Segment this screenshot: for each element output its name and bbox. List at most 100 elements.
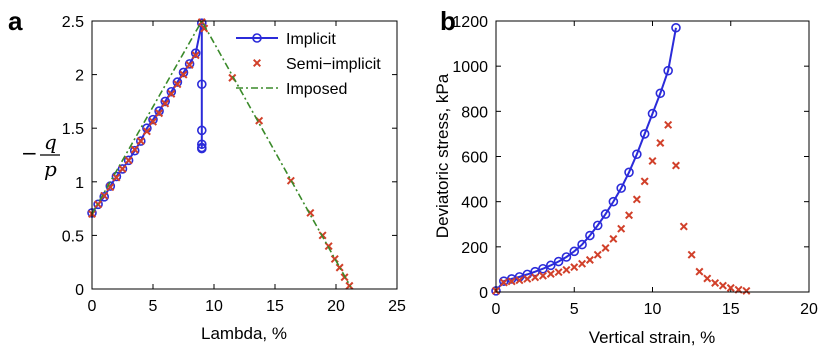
panel-b-xtick-label: 20 — [800, 301, 818, 318]
panel-b-series-semi-implicit-point — [617, 224, 626, 233]
panel-b-ytick-label: 1000 — [452, 59, 488, 76]
panel-a-series-implicit-point — [123, 155, 134, 166]
panel-b-series-semi-implicit-point — [679, 222, 688, 231]
panel-b-series-implicit-point — [671, 22, 681, 33]
panel-b-series-implicit-point — [569, 246, 580, 257]
panel-b-series-semi-implicit-point — [538, 271, 547, 280]
panel-a-series-implicit-point — [184, 59, 195, 69]
panel-a-xtick-label: 20 — [327, 298, 345, 315]
panel-a-series-implicit-point — [148, 114, 158, 125]
panel-a-xtick-label: 10 — [205, 298, 223, 315]
panel-b-series-semi-implicit-point — [515, 276, 524, 285]
panel-b-series-implicit-point — [577, 239, 587, 250]
panel-a-legend: Implicit Semi−implicit Imposed — [236, 31, 381, 98]
panel-a-ytick-label: 0 — [75, 282, 84, 299]
panel-a-series — [87, 18, 354, 290]
panel-b-series-semi-implicit-point — [554, 268, 563, 277]
panel-b-series-semi-implicit-point — [648, 157, 657, 166]
panel-b-series-semi-implicit-point — [718, 281, 727, 290]
panel-a-series-implicit-point — [129, 145, 140, 156]
panel-a-series-implicit-point — [166, 86, 177, 97]
panel-b-ytick-label: 600 — [461, 150, 488, 167]
panel-a-series-semi-implicit-point — [185, 60, 194, 69]
panel-a-series-semi-implicit-point — [142, 127, 151, 136]
panel-b-ytick-label: 800 — [461, 104, 488, 121]
panel-a-series-implicit-point — [178, 67, 189, 78]
panel-a-series-semi-implicit-point — [130, 145, 139, 154]
panel-b-series-implicit-point — [663, 65, 673, 76]
panel-a-series-semi-implicit-point — [161, 99, 170, 108]
panel-b-xtick-label: 5 — [570, 301, 579, 318]
panel-b-ytick-label: 1200 — [452, 14, 488, 31]
panel-a-series-imposed-line — [91, 19, 352, 288]
panel-a-series-semi-implicit-point — [191, 51, 200, 60]
panel-b-series-implicit-line — [495, 27, 677, 292]
panel-b-series-implicit-point — [530, 266, 540, 277]
panel-a-plot-frame — [91, 20, 398, 290]
panel-b-series-semi-implicit-point — [703, 274, 712, 283]
panel-b-series-implicit-point — [585, 230, 595, 241]
panel-a-series-semi-implicit-point — [148, 117, 158, 126]
panel-b-xtick-label: 0 — [492, 301, 501, 318]
panel-a-ytick-label: 1 — [75, 175, 84, 192]
panel-b-series-semi-implicit-point — [664, 120, 673, 129]
panel-a-series-implicit-point — [197, 125, 207, 136]
panel-b-xlabel: Vertical strain, % — [589, 328, 716, 347]
panel-a-ylabel-numerator: q — [44, 130, 57, 154]
panel-a-series-semi-implicit-point — [200, 24, 209, 33]
panel-b-series-semi-implicit-point — [742, 286, 751, 295]
panel-a-legend-semi-implicit: Semi−implicit — [252, 56, 381, 73]
panel-a-series-implicit-point — [154, 106, 164, 116]
panel-a-series-semi-implicit-point — [335, 263, 344, 272]
panel-a-series-implicit-point — [190, 48, 201, 58]
panel-a-legend-semi-implicit-swatch-marker — [252, 58, 262, 68]
panel-b-ytick-label: 400 — [461, 195, 488, 212]
panel-a-series-implicit-point — [197, 79, 207, 90]
panel-b-series-semi-implicit-point — [687, 250, 696, 259]
panel-a-series-implicit-point — [197, 143, 207, 154]
panel-b-series-semi-implicit-point — [726, 283, 735, 292]
panel-b-series-semi-implicit-point — [562, 265, 571, 274]
panel-b-series-semi-implicit-point — [640, 177, 649, 186]
panel-b-series-semi-implicit-point — [711, 278, 720, 287]
panel-b-series-implicit-point — [647, 108, 658, 119]
panel-b-xtick-label: 15 — [722, 301, 740, 318]
panel-a-series-implicit-point — [160, 96, 170, 107]
panel-b-series-implicit-point — [608, 196, 619, 207]
panel-a-xlabel: Lambda, % — [201, 324, 287, 343]
panel-a-series-semi-implicit-point — [112, 173, 121, 182]
panel-b-series-semi-implicit-point — [601, 243, 610, 252]
panel-a-legend-implicit-swatch-marker — [252, 33, 262, 43]
panel-b-series-implicit-point — [639, 129, 650, 139]
panel-b-series-implicit-point — [632, 149, 642, 160]
panel-a-series-semi-implicit-point — [167, 89, 176, 98]
panel-b-series-implicit-point — [553, 256, 564, 267]
panel-b-series-semi-implicit-point — [570, 263, 579, 272]
panel-a-series-implicit-point — [99, 192, 109, 202]
panel-b-series — [491, 22, 751, 296]
panel-b-series-semi-implicit-point — [523, 274, 532, 283]
panel-a-ylabel-denominator: p — [44, 157, 57, 181]
panel-b-plot-frame — [495, 20, 810, 293]
panel-b-ytick-label: 200 — [461, 240, 488, 257]
panel-b-series-implicit-point — [592, 220, 603, 231]
panel-b-series-semi-implicit-point — [656, 138, 665, 147]
panel-b-series-semi-implicit-point — [609, 234, 618, 243]
panel-a-ylabel-minus: − — [21, 141, 38, 165]
panel-b-series-implicit-point — [545, 260, 556, 271]
panel-a-ytick-label: 1.5 — [62, 121, 84, 138]
panel-a-legend-implicit-label: Implicit — [286, 31, 336, 48]
panel-a-ticks: 0 5 10 15 20 25 0 0.5 1 1.5 2 2.5 — [62, 14, 406, 315]
panel-a-series-implicit-point — [93, 199, 103, 210]
panel-b-xtick-label: 10 — [644, 301, 662, 318]
panel-a-legend-semi-implicit-label: Semi−implicit — [286, 56, 381, 73]
panel-b-series-semi-implicit-point — [671, 161, 680, 170]
panel-a-series-semi-implicit-point — [136, 137, 145, 146]
panel-b-series-semi-implicit-point — [531, 273, 540, 282]
panel-a-ytick-label: 2 — [75, 68, 84, 85]
panel-b-letter: b — [440, 6, 456, 36]
panel-a-series-semi-implicit-point — [173, 80, 182, 89]
panel-a-ylabel: − q p — [21, 130, 60, 181]
